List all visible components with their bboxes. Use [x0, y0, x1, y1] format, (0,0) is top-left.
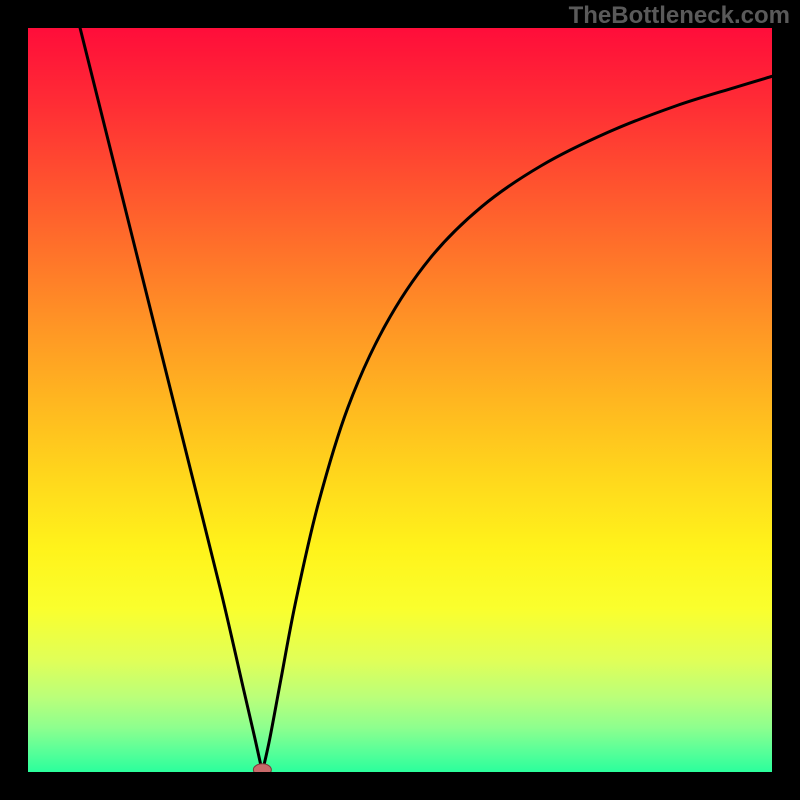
- watermark-text: TheBottleneck.com: [569, 2, 790, 30]
- chart-container: TheBottleneck.com: [0, 0, 800, 800]
- plot-svg: [28, 28, 772, 772]
- minimum-marker: [253, 764, 271, 772]
- plot-area: [28, 28, 772, 772]
- gradient-background: [28, 28, 772, 772]
